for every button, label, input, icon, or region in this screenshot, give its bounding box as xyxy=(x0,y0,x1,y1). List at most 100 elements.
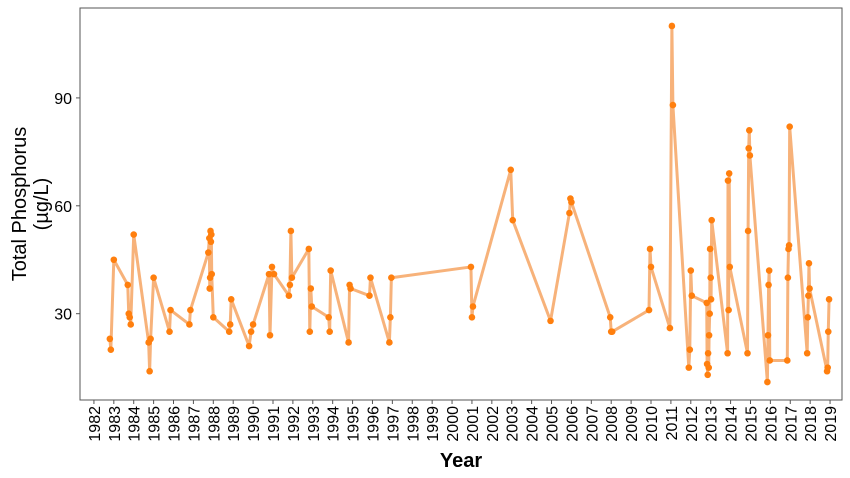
x-tick-label: 2006 xyxy=(564,406,581,442)
data-point xyxy=(127,321,135,328)
data-point xyxy=(227,296,235,303)
x-tick-label: 1993 xyxy=(306,406,323,442)
data-point xyxy=(803,349,811,357)
x-tick-label: 1998 xyxy=(405,406,422,442)
data-point xyxy=(745,126,753,134)
data-point xyxy=(646,245,654,253)
data-point xyxy=(703,299,711,307)
data-point xyxy=(146,367,153,375)
data-point xyxy=(167,306,174,314)
x-tick-label: 2000 xyxy=(445,406,462,442)
data-point xyxy=(124,281,132,289)
data-point xyxy=(688,292,696,300)
data-point xyxy=(166,328,173,335)
data-point xyxy=(270,270,278,278)
data-point xyxy=(765,281,772,289)
data-point xyxy=(726,263,734,271)
data-point xyxy=(226,321,234,328)
data-point xyxy=(824,364,831,371)
data-point xyxy=(745,144,752,152)
y-tick-label: 30 xyxy=(54,307,72,324)
x-tick-label: 1995 xyxy=(346,406,363,442)
data-point xyxy=(744,349,751,357)
data-point xyxy=(645,306,653,314)
x-tick-label: 2017 xyxy=(783,406,800,442)
y-tick-label: 90 xyxy=(54,91,72,108)
data-point xyxy=(247,328,255,335)
data-point xyxy=(388,274,395,282)
data-point xyxy=(566,209,573,217)
data-point xyxy=(705,364,712,371)
data-point xyxy=(207,238,215,246)
x-tick-label: 1988 xyxy=(206,406,223,442)
y-tick-label: 60 xyxy=(54,199,72,216)
data-point xyxy=(784,274,792,282)
data-point xyxy=(208,270,216,278)
data-point xyxy=(707,274,714,282)
data-point xyxy=(110,256,118,264)
data-point xyxy=(785,242,793,249)
data-point xyxy=(668,22,676,30)
data-point xyxy=(804,313,812,321)
x-tick-label: 1985 xyxy=(147,406,164,442)
series-line xyxy=(108,24,831,384)
data-point xyxy=(805,292,812,300)
x-tick-label: 2005 xyxy=(545,406,562,442)
data-point xyxy=(386,339,393,346)
y-axis-label: (µg/L) xyxy=(31,178,53,231)
data-point xyxy=(286,281,294,289)
data-point xyxy=(725,170,733,177)
x-tick-label: 2008 xyxy=(604,406,621,442)
data-point xyxy=(725,306,732,314)
x-tick-label: 1982 xyxy=(87,406,104,442)
data-point xyxy=(647,263,655,271)
y-axis-label: Total Phosphorus xyxy=(9,127,31,282)
data-point xyxy=(387,313,394,321)
data-point xyxy=(187,306,194,314)
data-point xyxy=(268,263,276,271)
x-tick-label: 2003 xyxy=(505,406,522,442)
x-tick-label: 1987 xyxy=(186,406,203,442)
x-tick-label: 1996 xyxy=(365,406,382,442)
data-point xyxy=(706,310,713,317)
data-point xyxy=(288,274,296,282)
data-point xyxy=(225,328,233,335)
data-point xyxy=(245,342,253,350)
x-tick-label: 1991 xyxy=(266,406,283,442)
data-point xyxy=(707,296,715,303)
data-point xyxy=(107,346,115,353)
x-tick-label: 1990 xyxy=(246,406,263,442)
data-point xyxy=(686,346,694,353)
data-point xyxy=(806,285,813,292)
data-point xyxy=(764,331,772,339)
data-point xyxy=(106,335,114,343)
data-point xyxy=(307,285,315,292)
x-tick-label: 2014 xyxy=(724,406,741,442)
x-axis-label: Year xyxy=(440,450,482,472)
x-tick-label: 1989 xyxy=(226,406,243,442)
data-point xyxy=(326,328,333,335)
data-point xyxy=(568,198,575,206)
x-tick-label: 1994 xyxy=(326,406,343,442)
data-point xyxy=(706,245,714,253)
data-point xyxy=(666,324,674,332)
x-tick-label: 2011 xyxy=(664,406,681,441)
x-tick-label: 2013 xyxy=(704,406,721,442)
data-point xyxy=(265,270,273,278)
data-point xyxy=(208,231,215,238)
data-point xyxy=(345,339,352,346)
data-point xyxy=(130,231,138,238)
data-point xyxy=(210,313,217,321)
data-point xyxy=(266,331,274,339)
data-point xyxy=(704,349,712,357)
data-point xyxy=(325,313,332,321)
data-point xyxy=(765,267,773,274)
data-point xyxy=(509,216,517,224)
x-tick-label: 2012 xyxy=(684,406,701,442)
data-point xyxy=(150,274,157,282)
data-point xyxy=(764,378,771,386)
data-point xyxy=(704,371,712,379)
x-tick-label: 1983 xyxy=(107,406,124,442)
x-tick-label: 2016 xyxy=(763,406,780,442)
